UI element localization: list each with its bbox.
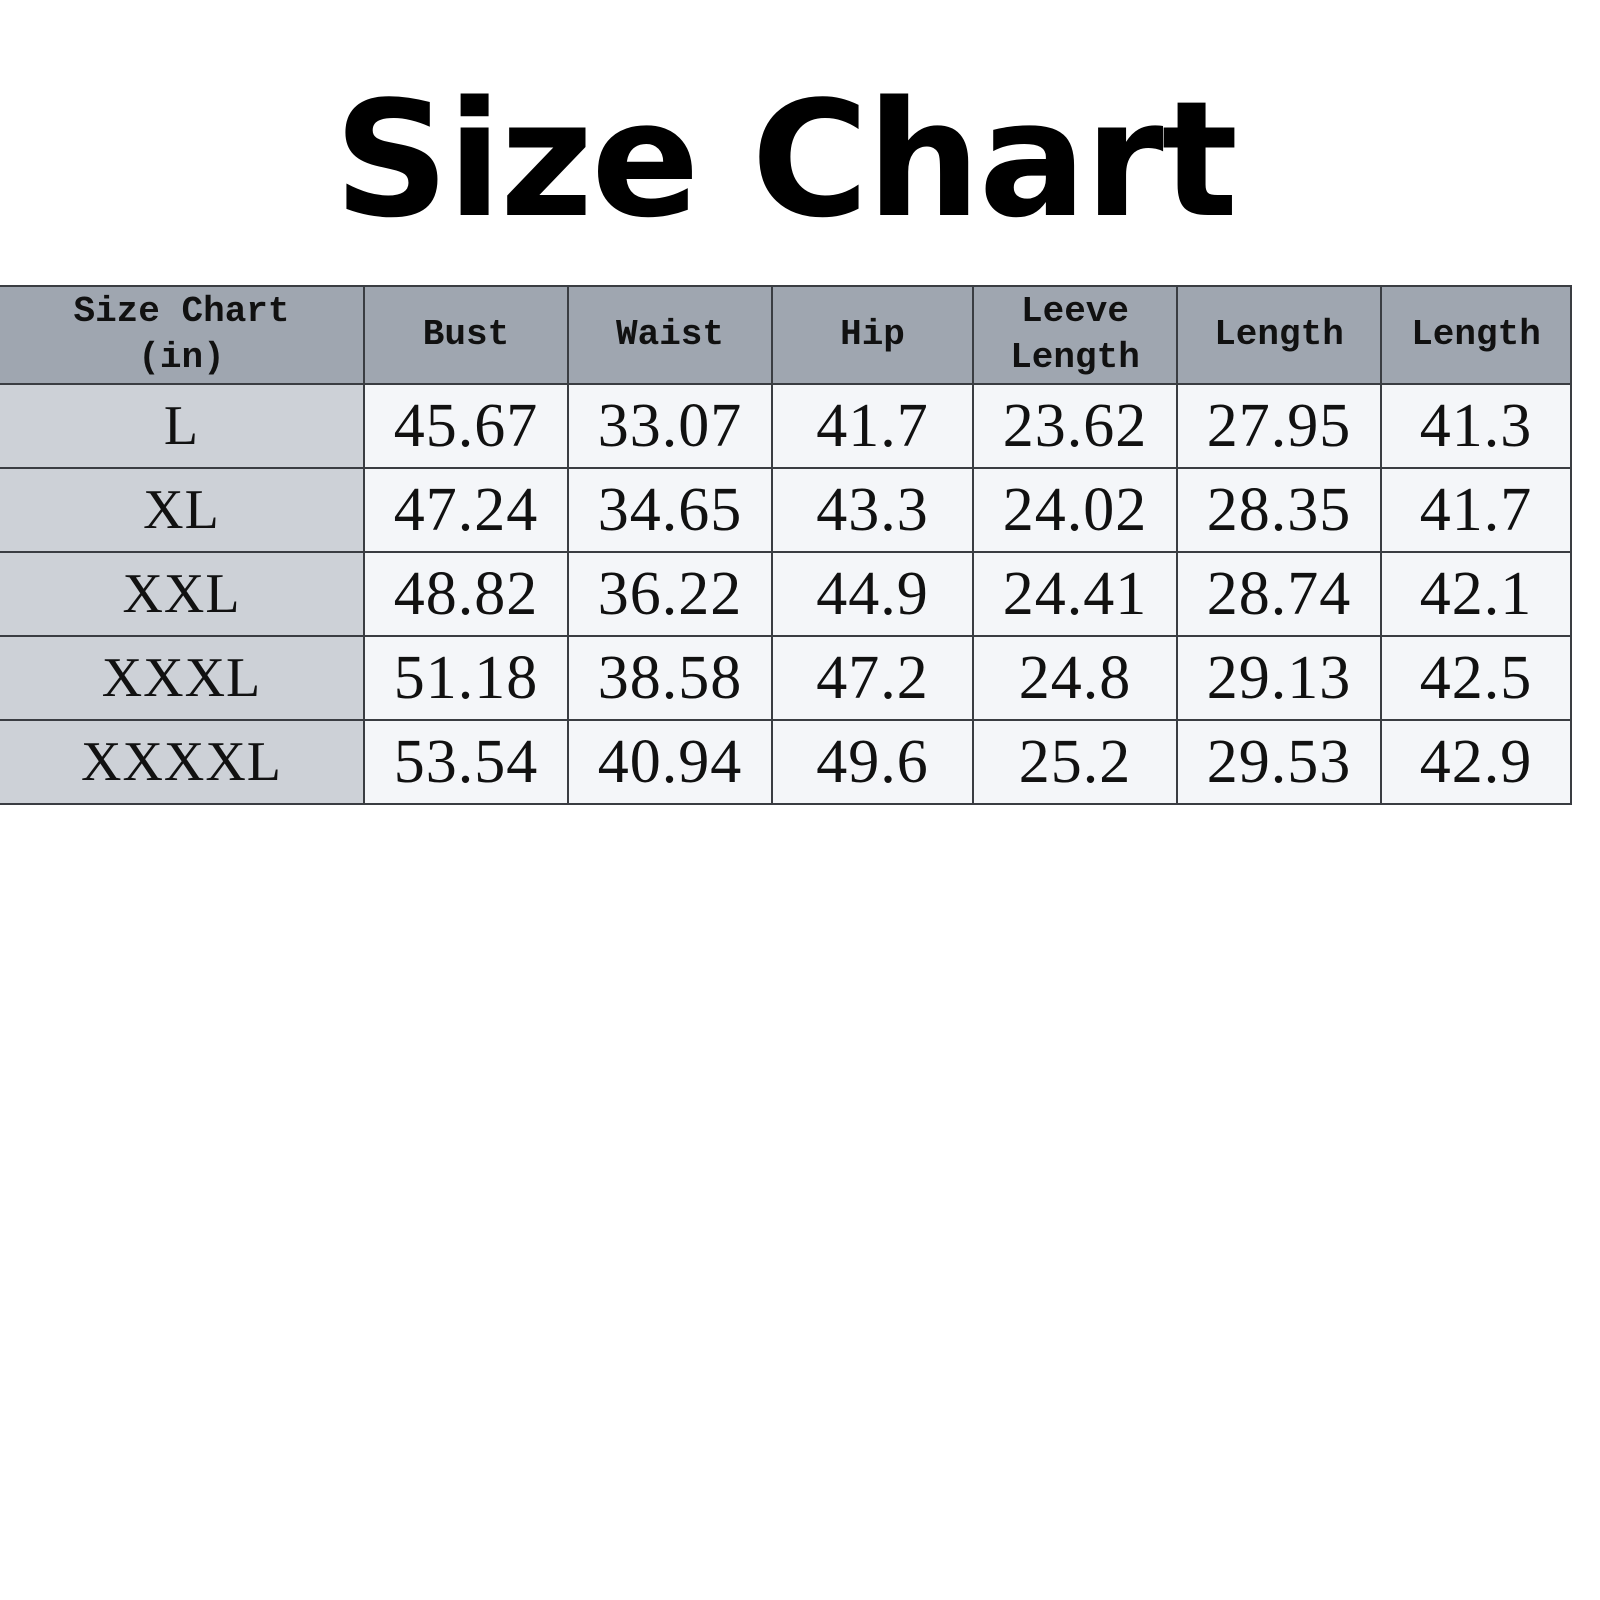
measurement-cell: 24.02 (972, 467, 1178, 553)
measurement-cell: 41.7 (771, 383, 974, 469)
column-header: Size Chart (in) (0, 285, 365, 385)
measurement-cell: 53.54 (363, 719, 569, 805)
measurement-cell: 23.62 (972, 383, 1178, 469)
table-row: XXXL 51.18 38.58 47.2 24.8 29.13 42.5 (0, 635, 1572, 721)
table-row: XXXXL 53.54 40.94 49.6 25.2 29.53 42.9 (0, 719, 1572, 805)
measurement-cell: 43.3 (771, 467, 974, 553)
measurement-cell: 44.9 (771, 551, 974, 637)
size-chart-table: Size Chart (in) Bust Waist Hip Leeve Length L… (0, 285, 1572, 805)
measurement-cell: 36.22 (567, 551, 773, 637)
measurement-cell: 49.6 (771, 719, 974, 805)
table-row: XXL 48.82 36.22 44.9 24.41 28.74 42.1 (0, 551, 1572, 637)
measurement-cell: 27.95 (1176, 383, 1382, 469)
size-label: XXXXL (0, 719, 365, 805)
table-row: XL 47.24 34.65 43.3 24.02 28.35 41.7 (0, 467, 1572, 553)
measurement-cell: 29.13 (1176, 635, 1382, 721)
measurement-cell: 29.53 (1176, 719, 1382, 805)
page-title: Size Chart (333, 66, 1238, 253)
measurement-cell: 41.7 (1380, 467, 1572, 553)
measurement-cell: 48.82 (363, 551, 569, 637)
measurement-cell: 34.65 (567, 467, 773, 553)
measurement-cell: 47.2 (771, 635, 974, 721)
measurement-cell: 24.41 (972, 551, 1178, 637)
measurement-cell: 25.2 (972, 719, 1178, 805)
column-header: Bust (363, 285, 569, 385)
column-header: Waist (567, 285, 773, 385)
measurement-cell: 33.07 (567, 383, 773, 469)
size-label: XL (0, 467, 365, 553)
measurement-cell: 47.24 (363, 467, 569, 553)
measurement-cell: 42.1 (1380, 551, 1572, 637)
column-header: Length (1380, 285, 1572, 385)
measurement-cell: 40.94 (567, 719, 773, 805)
measurement-cell: 42.9 (1380, 719, 1572, 805)
column-header: Length (1176, 285, 1382, 385)
size-label: L (0, 383, 365, 469)
header-row: Size Chart (in) Bust Waist Hip Leeve Length L… (0, 285, 1572, 385)
measurement-cell: 45.67 (363, 383, 569, 469)
column-header: Leeve Length (972, 285, 1178, 385)
measurement-cell: 24.8 (972, 635, 1178, 721)
measurement-cell: 51.18 (363, 635, 569, 721)
size-label: XXXL (0, 635, 365, 721)
size-label: XXL (0, 551, 365, 637)
measurement-cell: 28.35 (1176, 467, 1382, 553)
measurement-cell: 28.74 (1176, 551, 1382, 637)
measurement-cell: 41.3 (1380, 383, 1572, 469)
column-header: Hip (771, 285, 974, 385)
measurement-cell: 42.5 (1380, 635, 1572, 721)
measurement-cell: 38.58 (567, 635, 773, 721)
table-row: L 45.67 33.07 41.7 23.62 27.95 41.3 (0, 383, 1572, 469)
